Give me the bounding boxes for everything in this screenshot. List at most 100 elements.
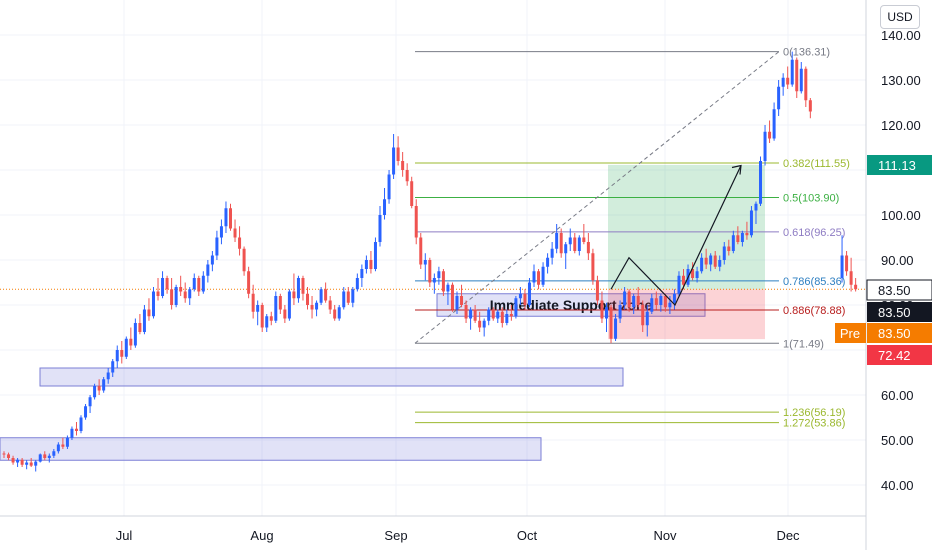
candle-body (251, 293, 255, 312)
candle-body (324, 289, 328, 301)
candle-body (88, 397, 92, 407)
candle-body (491, 309, 495, 319)
projection-path[interactable] (610, 164, 742, 307)
candle-body (650, 298, 654, 312)
candle-body (328, 300, 332, 310)
candle-body (804, 68, 808, 101)
candle-body (623, 291, 627, 305)
x-tick-label: Aug (250, 528, 273, 543)
candle-body (283, 309, 287, 319)
y-tick-label: 50.00 (881, 433, 914, 448)
candle-body (369, 260, 373, 269)
price-tag-bg (867, 302, 932, 322)
support-zone (39, 367, 624, 387)
fib-level-label: 0.382(111.55) (783, 158, 850, 170)
candle-body (564, 244, 568, 254)
candle-body (405, 170, 409, 182)
candle-body (672, 293, 676, 303)
fib-level-label: 1.272(53.86) (783, 418, 845, 430)
candle-body (514, 298, 518, 317)
candle-body (102, 379, 106, 391)
candle-body (695, 271, 699, 278)
candle-body (133, 323, 137, 346)
y-tick-label: 140.00 (881, 28, 921, 43)
candle-body (120, 350, 124, 357)
candle-body (573, 237, 577, 251)
fib-level-label: 1(71.49) (783, 338, 824, 350)
candle-body (641, 305, 645, 326)
candle-body (469, 309, 473, 319)
projection-arrowhead (731, 164, 742, 175)
candle-body (401, 161, 405, 170)
candle-body (849, 271, 853, 285)
price-tag-value: 72.42 (878, 348, 911, 363)
candle-body (632, 296, 636, 308)
y-tick-label: 130.00 (881, 73, 921, 88)
candle-body (260, 305, 264, 328)
candle-body (215, 237, 219, 256)
candle-body (43, 454, 47, 458)
candle-body (437, 271, 441, 278)
candle-body (854, 284, 858, 290)
candle-body (527, 282, 531, 305)
fib-level-label: 1.236(56.19) (783, 407, 845, 419)
candle-body (233, 228, 237, 238)
candle-body (229, 208, 232, 229)
candle-body (609, 307, 613, 339)
candle-body (618, 305, 622, 319)
fibonacci-levels[interactable]: 0(136.31) 0.382(111.55) 0.5(103.90) 0.618(9… (415, 47, 850, 430)
candle-body (482, 320, 486, 328)
candle-body (432, 278, 436, 283)
candle-body (52, 451, 56, 456)
candle-body (138, 323, 142, 332)
candle-body (337, 307, 341, 319)
candle-body (410, 181, 414, 206)
price-tag-value: 83.50 (878, 305, 911, 320)
candle-body (2, 453, 6, 455)
candle-body (591, 253, 595, 281)
candle-body (500, 311, 504, 323)
candle-body (351, 289, 355, 303)
candle-body (749, 210, 753, 236)
candle-body (319, 289, 323, 303)
candle-body (238, 237, 242, 249)
candle-body (278, 296, 282, 310)
candle-body (242, 248, 246, 272)
candle-body (537, 271, 541, 285)
support-zones[interactable]: Immediate Support zone (0, 293, 706, 461)
candle-body (20, 459, 24, 465)
candle-body (473, 309, 477, 321)
candle-body (378, 215, 382, 242)
candle-body (777, 86, 781, 110)
long-position-tool[interactable] (608, 164, 765, 340)
fib-trend-line[interactable] (0, 51, 866, 344)
candle-body (265, 316, 269, 328)
candle-body (840, 255, 844, 278)
candle-body (224, 208, 228, 227)
candle-body (523, 293, 527, 305)
candle-body (292, 291, 296, 299)
candle-body (786, 77, 790, 85)
candle-body (124, 338, 128, 357)
candle-body (414, 206, 418, 238)
candle-body (763, 131, 767, 161)
y-tick-label: 90.00 (881, 253, 914, 268)
fib-level-label: 0.886(78.88) (783, 305, 845, 317)
currency-button[interactable]: USD (880, 5, 920, 29)
candle-body (206, 264, 210, 276)
candle-body (219, 226, 223, 238)
candle-body (754, 203, 758, 211)
candlesticks (2, 51, 858, 472)
candle-body (210, 255, 214, 265)
candle-body (301, 278, 305, 294)
candle-body (709, 255, 713, 265)
candle-body (740, 233, 744, 242)
candle-body (306, 293, 310, 305)
candle-body (373, 242, 377, 269)
candle-body (505, 314, 509, 323)
candle-body (70, 428, 74, 438)
candle-body (682, 275, 685, 285)
candle-body (111, 361, 115, 373)
candle-body (795, 59, 799, 92)
